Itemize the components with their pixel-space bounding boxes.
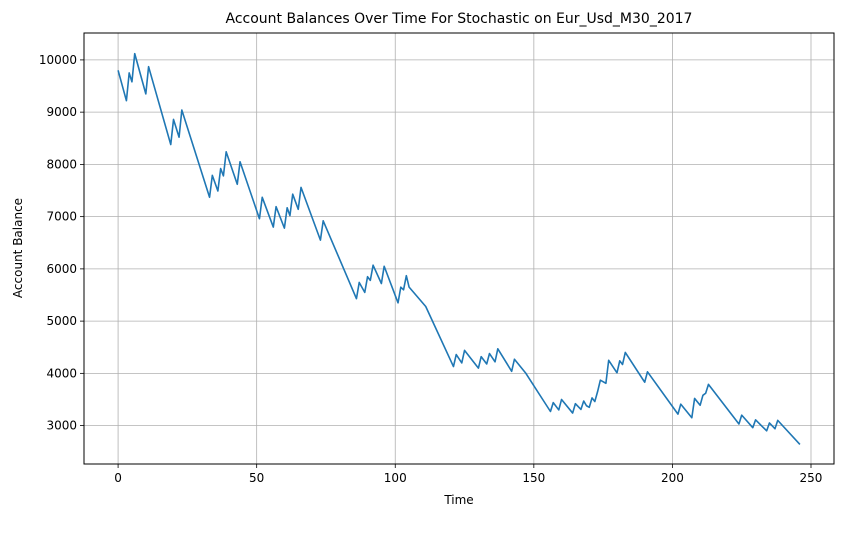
- x-axis-label: Time: [443, 493, 473, 507]
- y-tick-label: 7000: [46, 210, 77, 224]
- x-tick-label: 100: [384, 471, 407, 485]
- x-tick-label: 50: [249, 471, 264, 485]
- y-tick-label: 5000: [46, 314, 77, 328]
- x-tick-labels: 0 50 100 150 200 250: [114, 471, 822, 485]
- y-tick-label: 10000: [39, 53, 77, 67]
- series-line-0: [117, 52, 801, 445]
- y-tick-label: 9000: [46, 105, 77, 119]
- x-tick-label: 150: [522, 471, 545, 485]
- axes-frame: [83, 32, 835, 465]
- x-tick-label: 200: [661, 471, 684, 485]
- plot-area: [84, 33, 834, 464]
- chart-title: Account Balances Over Time For Stochasti…: [226, 11, 693, 27]
- y-tick-labels: 3000 4000 5000 6000 7000 8000 9000 10000: [39, 53, 77, 433]
- x-tick-label: 250: [800, 471, 823, 485]
- x-tick-label: 0: [114, 471, 122, 485]
- y-tick-label: 8000: [46, 157, 77, 171]
- y-axis-label: Account Balance: [11, 198, 25, 298]
- tick-marks: [80, 59, 812, 468]
- grid-lines: [84, 33, 834, 464]
- y-tick-label: 6000: [46, 262, 77, 276]
- y-tick-label: 4000: [46, 366, 77, 380]
- series-group: [117, 52, 801, 445]
- y-tick-label: 3000: [46, 419, 77, 433]
